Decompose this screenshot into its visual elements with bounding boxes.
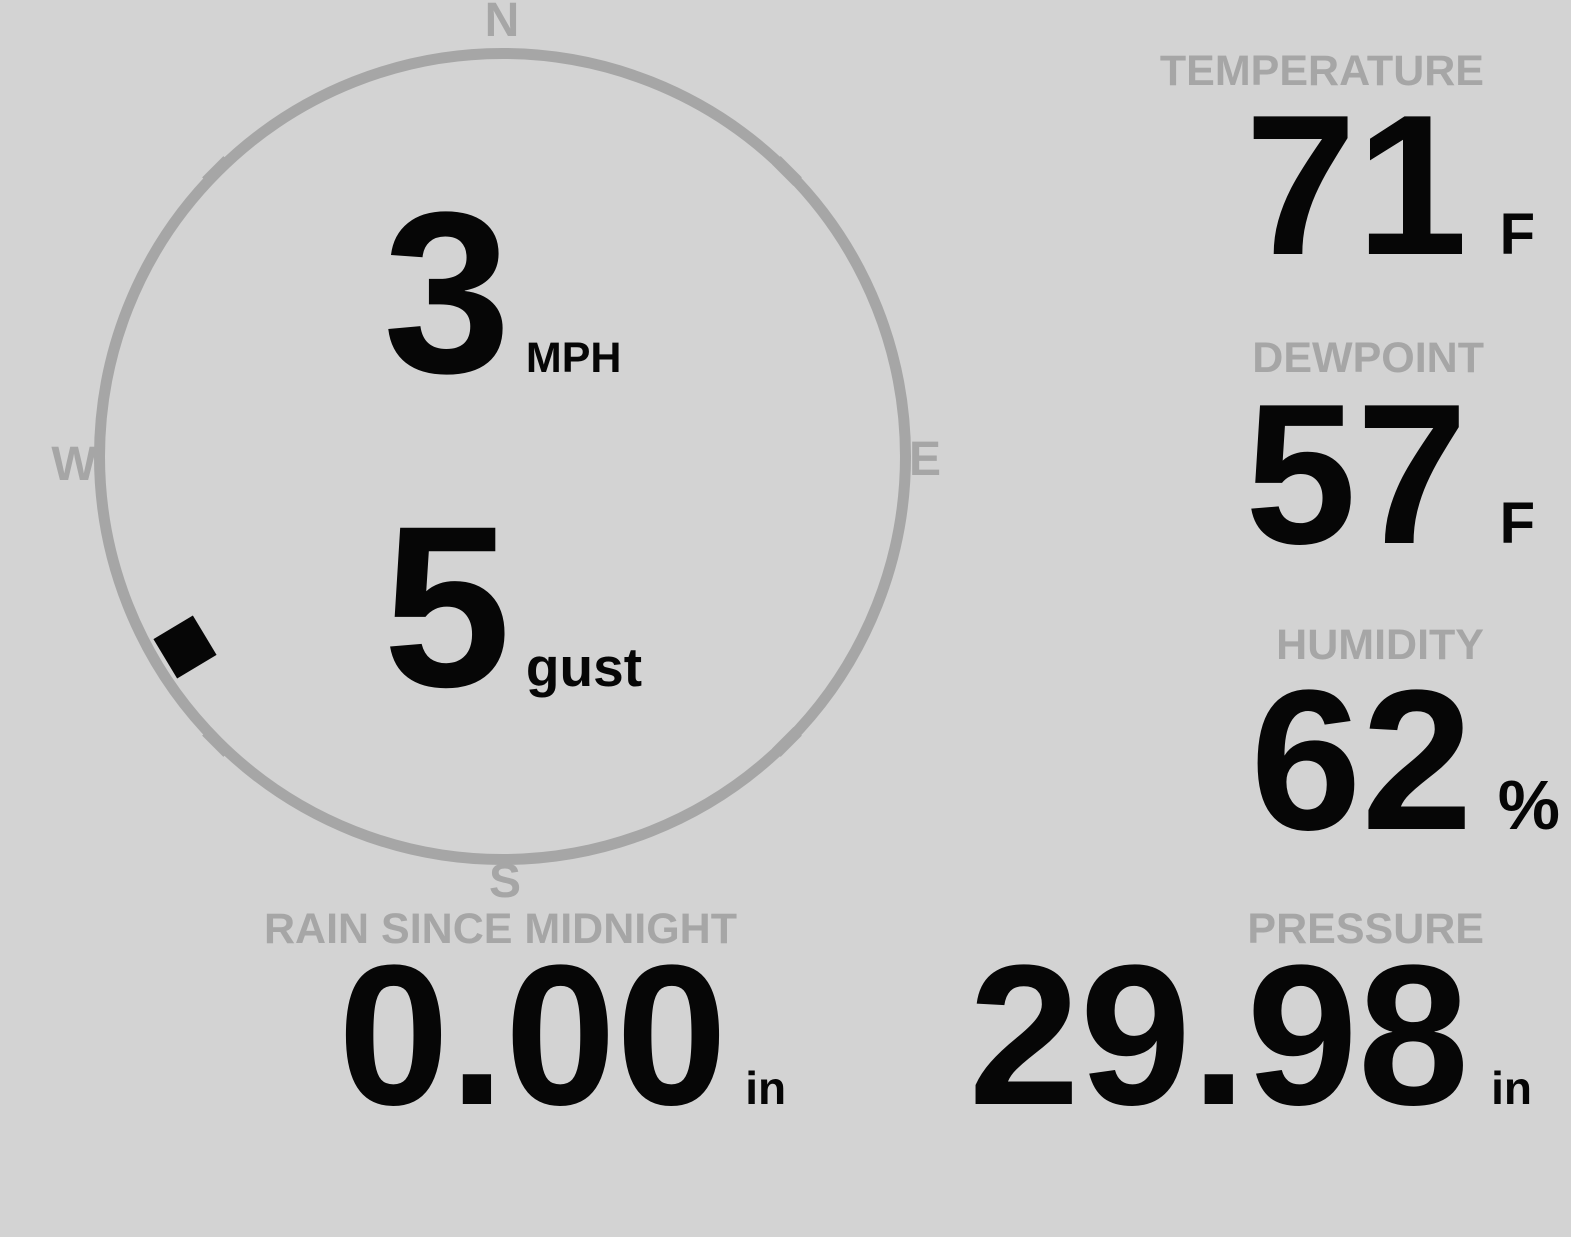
wind-gust-unit-label: gust	[525, 636, 643, 698]
pressure-unit-label: in	[1491, 1062, 1532, 1114]
dewpoint-readout: 57 F	[1245, 375, 1535, 575]
rain-readout: 0.00 in	[338, 936, 786, 1136]
rain-value: 0.00	[338, 924, 728, 1147]
wind-speed-unit-label: MPH	[525, 334, 622, 382]
pressure-value: 29.98	[968, 924, 1470, 1147]
humidity-value: 62	[1250, 649, 1473, 872]
wind-gust-value: 5	[383, 478, 511, 735]
humidity-label: HUMIDITY	[1276, 621, 1484, 669]
temperature-label: TEMPERATURE	[1159, 47, 1484, 95]
rain-label: RAIN SINCE MIDNIGHT	[264, 905, 737, 953]
dewpoint-value: 57	[1245, 363, 1468, 586]
dewpoint-label: DEWPOINT	[1252, 334, 1484, 382]
cardinal-west-label: W	[51, 438, 97, 491]
wind-speed-value: 3	[383, 164, 511, 421]
temperature-value: 71	[1245, 74, 1468, 297]
rain-unit-label: in	[745, 1062, 787, 1114]
cardinal-east-label: E	[908, 433, 942, 486]
pressure-label: PRESSURE	[1247, 905, 1484, 953]
humidity-readout: 62 %	[1250, 661, 1560, 861]
wind-speed-readout: 3 MPH	[383, 178, 621, 408]
dewpoint-unit-label: F	[1499, 491, 1535, 556]
cardinal-north-label: N	[484, 0, 520, 47]
temperature-readout: 71 F	[1245, 86, 1535, 286]
temperature-unit-label: F	[1499, 202, 1535, 267]
wind-gust-readout: 5 gust	[383, 492, 642, 722]
cardinal-south-label: S	[488, 855, 522, 908]
compass-ring	[94, 48, 911, 865]
humidity-unit-label: %	[1497, 766, 1560, 844]
pressure-readout: 29.98 in	[969, 936, 1532, 1136]
